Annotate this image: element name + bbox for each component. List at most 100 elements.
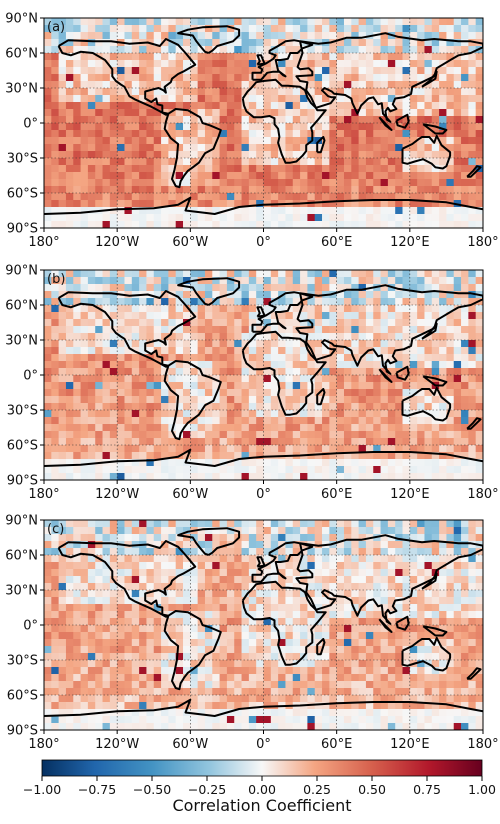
grid-cell xyxy=(358,312,367,320)
grid-cell xyxy=(336,284,345,292)
grid-cell xyxy=(161,221,169,228)
grid-cell xyxy=(461,424,469,432)
grid-cell xyxy=(190,32,199,40)
grid-cell xyxy=(380,375,389,383)
grid-cell xyxy=(256,548,264,556)
grid-cell xyxy=(270,207,279,215)
grid-cell xyxy=(109,32,118,40)
grid-cell xyxy=(278,109,286,117)
grid-cell xyxy=(387,389,396,397)
grid-cell xyxy=(343,158,352,166)
grid-cell xyxy=(73,466,81,474)
grid-cell xyxy=(336,137,345,145)
grid-cell xyxy=(168,151,177,159)
grid-cell xyxy=(431,200,440,208)
grid-cell xyxy=(153,660,162,668)
grid-cell xyxy=(256,583,264,591)
panel-label: (a) xyxy=(47,20,65,35)
grid-cell xyxy=(322,555,330,563)
grid-cell xyxy=(190,534,199,542)
grid-cell xyxy=(329,123,338,131)
grid-cell xyxy=(117,403,125,411)
grid-cell xyxy=(95,67,103,75)
grid-cell xyxy=(168,548,177,556)
grid-cell xyxy=(461,221,469,228)
grid-cell xyxy=(431,520,440,528)
grid-cell xyxy=(358,172,367,180)
grid-cell xyxy=(424,46,433,54)
grid-cell xyxy=(270,417,279,425)
grid-cell xyxy=(409,151,418,159)
grid-cell xyxy=(439,361,447,369)
grid-cell xyxy=(175,144,184,152)
grid-cell xyxy=(58,165,67,173)
grid-cell xyxy=(109,347,118,355)
grid-cell xyxy=(109,221,118,228)
grid-cell xyxy=(73,347,81,355)
grid-cell xyxy=(51,618,60,626)
grid-cell xyxy=(468,144,477,152)
grid-cell xyxy=(190,541,199,549)
grid-cell xyxy=(161,53,169,61)
grid-cell xyxy=(58,214,67,222)
grid-cell xyxy=(87,305,96,313)
grid-cell xyxy=(387,520,396,528)
grid-cell xyxy=(95,88,103,96)
grid-cell xyxy=(270,326,279,334)
grid-cell xyxy=(468,396,477,404)
grid-cell xyxy=(73,396,81,404)
grid-cell xyxy=(197,466,206,474)
grid-cell xyxy=(373,18,381,26)
grid-cell xyxy=(161,95,169,103)
grid-cell xyxy=(73,611,81,619)
grid-cell xyxy=(44,527,52,535)
grid-cell xyxy=(124,88,133,96)
grid-cell xyxy=(300,410,308,418)
grid-cell xyxy=(190,291,199,299)
grid-cell xyxy=(183,625,191,633)
grid-cell xyxy=(453,438,462,446)
grid-cell xyxy=(446,144,455,152)
grid-cell xyxy=(278,312,286,320)
grid-cell xyxy=(373,305,381,313)
grid-cell xyxy=(307,326,316,334)
grid-cell xyxy=(109,569,118,577)
grid-cell xyxy=(343,144,352,152)
grid-cell xyxy=(234,660,242,668)
grid-cell xyxy=(65,137,74,145)
grid-cell xyxy=(278,207,286,215)
grid-cell xyxy=(139,396,147,404)
grid-cell xyxy=(73,618,81,626)
grid-cell xyxy=(402,548,411,556)
grid-cell xyxy=(314,186,323,194)
grid-cell xyxy=(475,347,483,355)
grid-cell xyxy=(417,445,425,453)
grid-cell xyxy=(278,172,286,180)
grid-cell xyxy=(439,424,447,432)
grid-cell xyxy=(380,312,389,320)
grid-cell xyxy=(183,396,191,404)
grid-cell xyxy=(365,583,374,591)
grid-cell xyxy=(278,46,286,54)
grid-cell xyxy=(226,396,235,404)
grid-cell xyxy=(446,534,455,542)
grid-cell xyxy=(109,632,118,640)
grid-cell xyxy=(131,445,140,453)
grid-cell xyxy=(146,60,155,68)
grid-cell xyxy=(124,137,133,145)
grid-cell xyxy=(475,67,483,75)
grid-cell xyxy=(153,646,162,654)
grid-cell xyxy=(197,583,206,591)
grid-cell xyxy=(117,347,125,355)
grid-cell xyxy=(307,53,316,61)
grid-cell xyxy=(190,53,199,61)
grid-cell xyxy=(270,541,279,549)
grid-cell xyxy=(241,277,250,285)
grid-cell xyxy=(409,144,418,152)
grid-cell xyxy=(175,583,184,591)
grid-cell xyxy=(263,520,272,528)
grid-cell xyxy=(248,534,257,542)
grid-cell xyxy=(358,144,367,152)
grid-cell xyxy=(219,39,228,47)
grid-cell xyxy=(431,32,440,40)
